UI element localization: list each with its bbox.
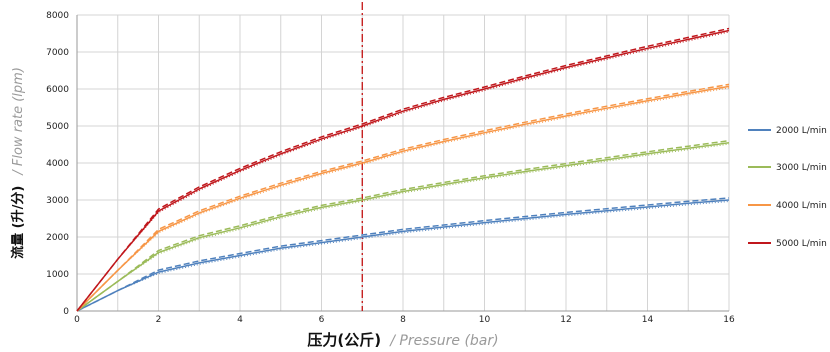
x-tick-label: 14 (642, 315, 654, 325)
y-axis-label-en: / Flow rate (lpm) (11, 67, 26, 176)
x-axis-label: 压力(公斤) / Pressure (bar) (307, 330, 498, 349)
x-tick-label: 12 (560, 315, 571, 325)
x-tick-label: 0 (74, 315, 80, 325)
series-line-dashed-2 (76, 83, 730, 312)
series-line-2 (76, 85, 730, 312)
x-axis-label-en: / Pressure (bar) (388, 333, 498, 349)
x-tick-labels: 0 2 4 6 8 10 12 14 16 (74, 315, 735, 325)
x-tick-label: 8 (400, 315, 406, 325)
series-line-1 (76, 141, 730, 312)
y-axis-label-cn: 流量 (升/分) (10, 186, 26, 259)
x-tick-label: 10 (479, 315, 491, 325)
y-tick-label: 1000 (46, 270, 69, 280)
y-tick-label: 8000 (46, 11, 69, 21)
x-axis-label-cn: 压力(公斤) (307, 331, 381, 349)
y-tick-label: 4000 (46, 159, 69, 169)
series-line-dashed-0 (76, 197, 730, 312)
y-tick-label: 5000 (46, 122, 69, 132)
y-tick-label: 6000 (46, 85, 69, 95)
legend: 2000 L/min 3000 L/min 4000 L/min 5000 L/min (748, 126, 827, 249)
x-tick-label: 4 (237, 315, 243, 325)
series-line-0 (76, 199, 730, 312)
y-tick-label: 3000 (46, 196, 69, 206)
y-tick-labels: 0 1000 2000 3000 4000 5000 6000 7000 8000 (46, 11, 69, 317)
series-line-dotted-1 (76, 143, 730, 312)
series-line-3 (76, 29, 730, 312)
legend-label-2: 4000 L/min (776, 201, 827, 211)
series-line-dotted-0 (76, 201, 730, 312)
grid-lines (76, 14, 730, 312)
y-axis-label: 流量 (升/分) / Flow rate (lpm) (7, 67, 26, 259)
y-tick-label: 2000 (46, 233, 69, 243)
legend-label-3: 5000 L/min (776, 239, 827, 249)
x-tick-label: 16 (723, 315, 735, 325)
series-line-dashed-1 (76, 139, 730, 312)
axes (76, 15, 729, 312)
x-tick-label: 6 (319, 315, 325, 325)
legend-label-1: 3000 L/min (776, 163, 827, 173)
series-lines (76, 27, 730, 312)
x-tick-label: 2 (156, 315, 162, 325)
y-tick-label: 0 (63, 307, 69, 317)
legend-label-0: 2000 L/min (776, 126, 827, 136)
y-tick-label: 7000 (46, 48, 69, 58)
